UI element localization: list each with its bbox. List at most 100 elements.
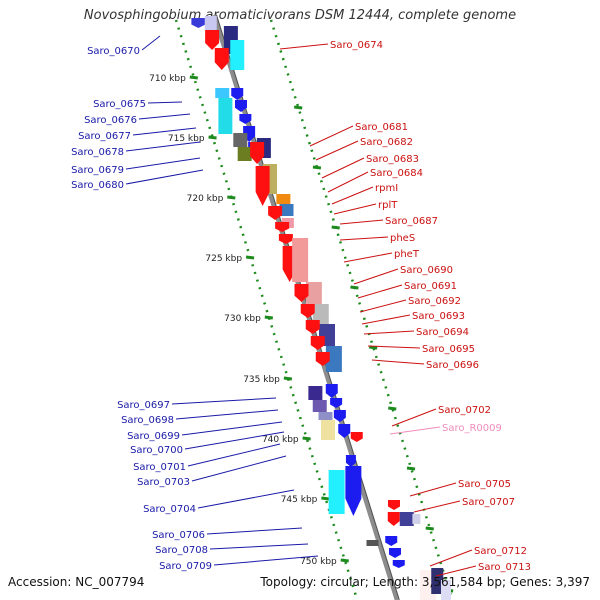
gene-feature (387, 512, 400, 526)
gene-label-right: Saro_0712 (474, 546, 527, 557)
gene-label-leader (331, 186, 374, 205)
scale-tick (208, 135, 217, 140)
gene-label-right: Saro_0687 (385, 216, 438, 227)
gene-label-left: Saro_0680 (71, 180, 124, 191)
gene-label-leader (125, 141, 201, 152)
gene-label-right: Saro_0692 (408, 296, 461, 307)
gene-feature (292, 238, 309, 282)
genome-summary-text: Topology: circular; Length: 3,561,584 bp… (260, 575, 590, 589)
gene-label-leader (339, 236, 389, 241)
gene-feature (312, 400, 327, 412)
gene-label-leader (181, 421, 283, 436)
gene-label-right: Saro_0705 (458, 479, 511, 490)
gene-feature (389, 548, 401, 558)
gene-feature (255, 166, 270, 206)
gene-label-leader (429, 549, 473, 567)
gene-feature (278, 234, 293, 244)
gene-feature (315, 352, 330, 366)
gene-feature (388, 500, 400, 510)
gene-label-leader (213, 555, 319, 566)
gene-feature (237, 147, 252, 161)
gene-feature (330, 398, 343, 408)
gene-label-leader (371, 359, 425, 365)
gene-label-right: Saro_0683 (366, 154, 419, 165)
gene-label-leader (353, 268, 399, 285)
gene-label-leader (327, 171, 369, 193)
gene-feature (345, 466, 362, 516)
gene-feature (279, 204, 294, 216)
gene-feature (399, 512, 414, 526)
gene-feature (204, 16, 217, 30)
gene-label-left: Saro_0704 (143, 504, 196, 515)
gene-feature (366, 540, 379, 546)
gene-feature (214, 48, 229, 70)
gene-label-right: Saro_0691 (404, 281, 457, 292)
gene-feature (441, 580, 451, 600)
gene-label-leader (321, 157, 365, 179)
gene-label-left: Saro_0708 (155, 545, 208, 556)
gene-label-right: pheS (390, 233, 415, 244)
gene-label-right: rpmI (375, 183, 398, 194)
gene-label-right: Saro_0695 (422, 344, 475, 355)
gene-label-leader (367, 345, 421, 349)
gene-label-leader (315, 140, 359, 161)
gene-feature (325, 346, 342, 372)
scale-label: 710 kbp (149, 74, 186, 84)
gene-feature (310, 336, 325, 350)
gene-feature (231, 88, 244, 100)
scale-tick (340, 558, 349, 563)
gene-label-right: Saro_0693 (412, 311, 465, 322)
scale-tick (189, 75, 198, 80)
gene-label-leader (279, 43, 329, 50)
gene-label-leader (141, 35, 161, 51)
gene-label-right: pheT (394, 249, 420, 260)
gene-label-left: Saro_0709 (159, 561, 212, 572)
gene-label-left: Saro_0697 (117, 400, 170, 411)
gene-feature (350, 432, 363, 442)
gene-label-left: Saro_0699 (127, 431, 180, 442)
gene-feature (318, 412, 333, 420)
gene-feature (233, 133, 248, 147)
scale-tick (312, 165, 322, 170)
scale-tick (245, 255, 255, 260)
gene-label-leader (413, 500, 461, 513)
scale-tick (388, 406, 397, 411)
gene-feature (312, 304, 329, 324)
scale-label: 725 kbp (205, 254, 242, 264)
scale-tick (283, 376, 293, 381)
scale-tick (369, 345, 378, 350)
gene-label-left: Saro_0706 (152, 530, 205, 541)
gene-label-leader (125, 157, 201, 170)
gene-feature (345, 455, 356, 467)
gene-feature (230, 40, 245, 70)
gene-label-right: Saro_0702 (438, 405, 491, 416)
scale-label: 745 kbp (281, 495, 318, 505)
gene-feature (239, 114, 252, 124)
gene-label-leader (191, 455, 287, 482)
gene-feature (305, 320, 320, 334)
gene-label-leader (187, 443, 281, 467)
gene-label-left: Saro_0676 (84, 115, 137, 126)
scale-tick (425, 526, 434, 531)
gene-feature (305, 282, 322, 304)
scale-label: 730 kbp (224, 314, 261, 324)
gene-label-left: Saro_0670 (87, 46, 140, 57)
gene-label-right: Saro_0684 (370, 168, 423, 179)
gene-label-right: Saro_R0009 (442, 423, 502, 434)
gene-feature (300, 304, 315, 318)
gene-label-leader (359, 299, 407, 313)
gene-label-leader (391, 408, 437, 427)
gene-label-right: Saro_0674 (330, 40, 383, 51)
gene-label-left: Saro_0698 (121, 415, 174, 426)
gene-label-leader (343, 252, 393, 263)
gene-label-left: Saro_0700 (130, 445, 183, 456)
scale-tick (294, 105, 303, 110)
gene-feature (191, 18, 206, 28)
gene-label-left: Saro_0678 (71, 147, 124, 158)
scale-tick (321, 496, 330, 501)
gene-feature (308, 386, 323, 400)
scale-tick (227, 195, 236, 200)
gene-feature (250, 142, 265, 164)
gene-label-leader (435, 565, 477, 577)
gene-label-leader (132, 127, 197, 136)
